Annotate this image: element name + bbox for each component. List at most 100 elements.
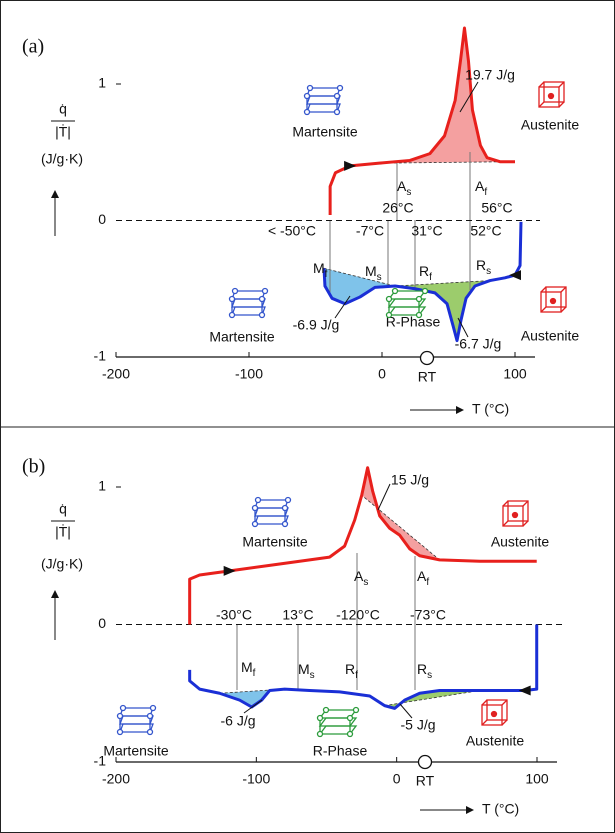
symbol: M (313, 260, 325, 276)
transition-label: Mf (313, 260, 328, 280)
transition-label: Ms (365, 263, 382, 283)
x-label: T (°C) (472, 401, 509, 417)
transition-temp: 56°C (481, 200, 512, 216)
x-label: T (°C) (482, 801, 519, 817)
subscript: s (486, 266, 491, 277)
atom (352, 706, 360, 714)
atom (385, 295, 393, 303)
edge (558, 101, 565, 108)
cell (486, 699, 508, 721)
phase-label: Austenite (466, 733, 525, 749)
edge (522, 500, 529, 507)
y-unit: (J/g·K) (41, 151, 83, 167)
crystal-icon (385, 287, 429, 319)
symbol: M (365, 263, 377, 279)
phase-label: Austenite (521, 117, 580, 133)
atom (119, 704, 127, 712)
transition-label: Rf (345, 661, 358, 681)
edge (560, 306, 567, 313)
atom (146, 712, 154, 720)
leader (457, 317, 469, 338)
edge (502, 520, 509, 527)
symbol: R (476, 257, 486, 273)
phase-label: Martensite (209, 329, 275, 345)
leader (399, 703, 413, 719)
atom (228, 295, 236, 303)
y-tick-label: 0 (98, 211, 106, 227)
enthalpy-area (394, 280, 491, 341)
atom (146, 728, 154, 736)
subscript: f (355, 670, 358, 681)
y-arrow-head (51, 190, 59, 198)
symbol: A (475, 178, 485, 194)
y-tick-label: -1 (94, 753, 107, 769)
edge (538, 101, 545, 108)
x-tick-label: -200 (102, 771, 130, 787)
atom (303, 92, 311, 100)
transition-temp: 31°C (411, 223, 442, 239)
enthalpy-label: -6.7 J/g (455, 336, 502, 352)
atom (228, 311, 236, 319)
symbol: R (345, 661, 355, 677)
curve (188, 624, 539, 710)
direction-arrow (223, 565, 236, 576)
enthalpy-label: -6 J/g (220, 713, 255, 729)
subscript: s (427, 670, 432, 681)
transition-label: As (397, 178, 411, 198)
atom (116, 712, 124, 720)
direction-arrow (509, 270, 521, 281)
x-arrow-head (456, 406, 464, 414)
subscript: s (377, 272, 382, 283)
atom (547, 92, 555, 100)
phase-label: Austenite (521, 328, 580, 344)
atom (284, 496, 292, 504)
symbol: R (419, 263, 429, 279)
y-tick-label: 0 (98, 615, 106, 631)
atom (116, 728, 124, 736)
cell (507, 500, 529, 522)
y-tick-label: 1 (98, 75, 106, 91)
crystal-icon (481, 699, 508, 726)
atom (333, 92, 341, 100)
atom (490, 710, 498, 718)
crystal-icon (116, 704, 157, 736)
x-tick-label: 0 (393, 771, 401, 787)
x-tick-label: 0 (378, 366, 386, 382)
y-label: q̇ (59, 501, 67, 517)
transition-temp: -30°C (216, 607, 252, 623)
atom (258, 311, 266, 319)
leader (243, 699, 263, 714)
symbol: R (417, 661, 427, 677)
y-arrow-head (51, 590, 59, 598)
leader (459, 81, 479, 113)
atom (333, 108, 341, 116)
atom (281, 520, 289, 528)
x-tick-label: -100 (235, 366, 263, 382)
transition-label: Mf (241, 659, 256, 679)
symbol: M (241, 659, 253, 675)
x-arrow-head (466, 806, 474, 814)
leader (377, 483, 391, 511)
atom (316, 730, 324, 738)
subscript: s (310, 670, 315, 681)
edge (502, 500, 509, 507)
phase-label: R-Phase (313, 743, 368, 759)
atom (415, 311, 423, 319)
cell (502, 505, 524, 527)
transition-temp: 26°C (382, 200, 413, 216)
atom (149, 704, 157, 712)
curve (188, 466, 537, 625)
atom (254, 496, 262, 504)
atom (549, 297, 557, 305)
atom (303, 108, 311, 116)
atom (346, 714, 354, 722)
symbol: A (397, 178, 407, 194)
phase-label: Austenite (491, 534, 550, 550)
crystal-icon (228, 287, 269, 319)
transition-label: Af (417, 568, 429, 588)
edge (538, 81, 545, 88)
transition-temp: < -50°C (268, 223, 316, 239)
enthalpy-label: -5 J/g (400, 717, 435, 733)
transition-label: Ms (298, 661, 315, 681)
